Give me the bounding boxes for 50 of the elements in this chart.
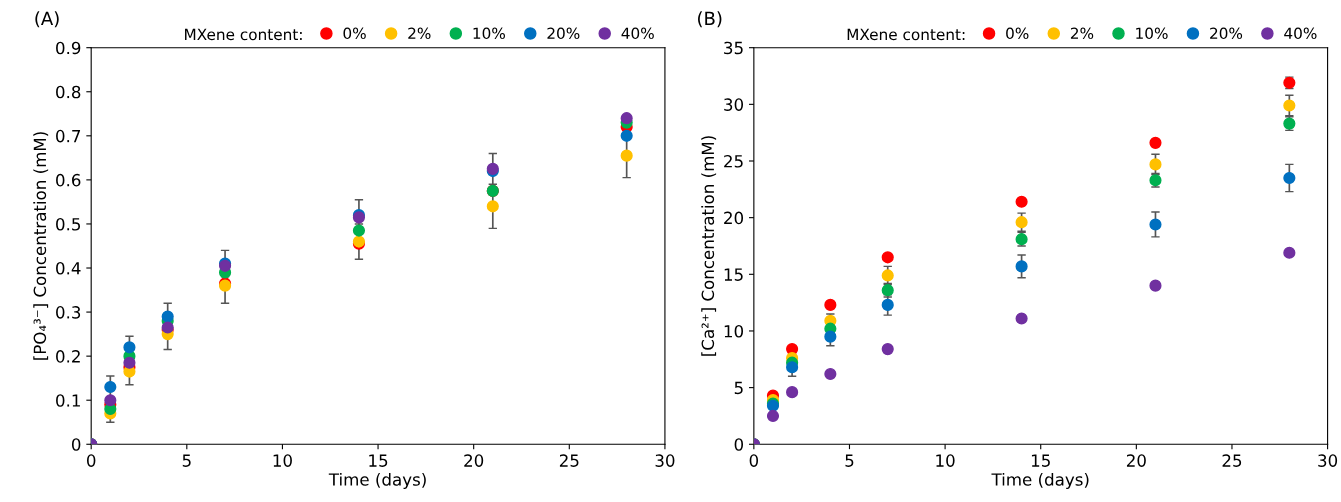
y-tick-label: 0.2	[56, 350, 80, 363]
x-axis-title: Time (days)	[991, 472, 1089, 490]
legend-label: 10%	[473, 27, 505, 40]
y-tick-label: 0	[734, 438, 744, 451]
y-tick-label: 20	[724, 211, 744, 225]
y-tick-label: 0.9	[56, 41, 81, 55]
text: (B)	[698, 11, 722, 28]
legend-label: 0%	[343, 27, 366, 40]
y-tick-label: 35	[724, 41, 743, 55]
legend-title: MXene content:	[185, 28, 302, 41]
y-tick-label: 25	[724, 154, 743, 168]
x-tick-label: 25	[559, 454, 579, 467]
x-tick-label: 20	[1126, 454, 1146, 467]
legend-label: 10%	[1136, 27, 1168, 40]
y-tick-label: 0.3	[56, 306, 81, 319]
y-axis-title: [Ca²⁺] Concentration (mM)	[701, 136, 717, 356]
y-tick-label: 5	[734, 381, 743, 395]
legend-title: MXene content:	[847, 28, 965, 41]
y-tick-label: 10	[724, 324, 744, 338]
x-tick-label: 0	[749, 454, 759, 467]
y-tick-label: 30	[724, 98, 744, 111]
x-tick-label: 10	[936, 454, 955, 467]
text: (A)	[35, 11, 59, 28]
y-tick-label: 0.6	[56, 173, 81, 187]
legend-label: 20%	[1210, 27, 1243, 40]
y-tick-label: 0.8	[56, 85, 81, 99]
x-tick-label: 20	[464, 454, 484, 467]
legend-label: 40%	[1284, 27, 1317, 40]
y-tick-label: 15	[724, 268, 743, 281]
legend-label: 2%	[1070, 27, 1094, 40]
legend-label: 20%	[547, 27, 580, 40]
x-tick-label: 25	[1222, 454, 1242, 467]
y-axis-title: [PO₄³⁻] Concentration (mM)	[33, 132, 49, 360]
y-tick-label: 0.5	[56, 217, 81, 231]
legend-label: 40%	[621, 27, 654, 40]
x-tick-label: 15	[369, 454, 388, 467]
x-tick-label: 30	[1318, 454, 1338, 467]
legend-label: 2%	[408, 27, 431, 40]
x-tick-label: 5	[845, 454, 854, 467]
x-tick-label: 15	[1031, 454, 1050, 467]
x-tick-label: 30	[655, 454, 675, 467]
legend-label: 0%	[1006, 27, 1029, 40]
y-tick-label: 0	[71, 438, 81, 451]
x-axis-title: Time (days)	[328, 472, 426, 490]
y-tick-label: 0.1	[56, 394, 80, 407]
x-tick-label: 10	[273, 454, 292, 467]
y-tick-label: 0.4	[56, 261, 81, 275]
y-tick-label: 0.7	[56, 129, 81, 143]
x-tick-label: 0	[86, 454, 96, 467]
x-tick-label: 5	[182, 454, 191, 467]
